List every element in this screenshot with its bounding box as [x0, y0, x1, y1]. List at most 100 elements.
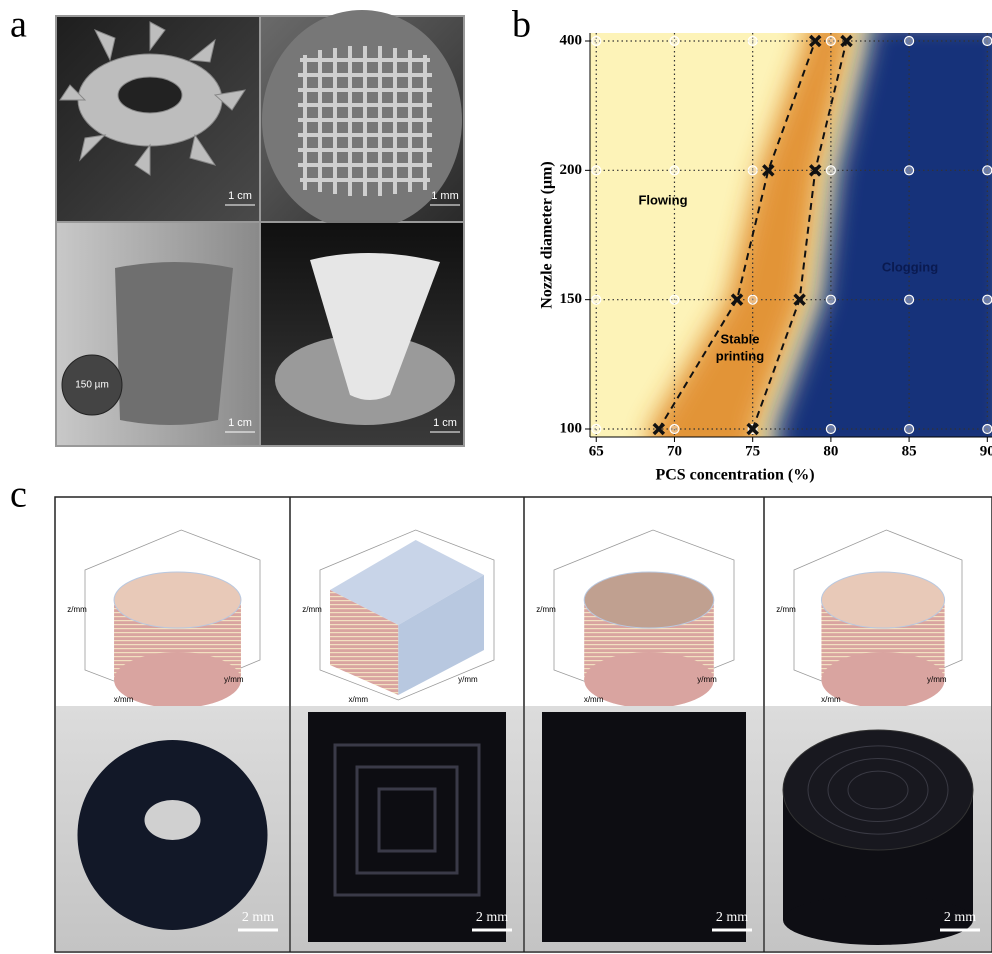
plot-axis-label: z/mm — [776, 605, 796, 614]
printed-ring — [807, 745, 949, 835]
sample-point — [747, 294, 758, 305]
printed-model — [330, 540, 484, 625]
plot-axis-label: x/mm — [821, 695, 841, 704]
plot-axis-label: z/mm — [536, 605, 556, 614]
sample-point — [591, 165, 602, 176]
plot-box — [793, 529, 963, 701]
sample-point — [669, 294, 680, 305]
plot-axis-label: x/mm — [348, 695, 368, 704]
stable-region — [648, 33, 851, 437]
plot-axis-label: z/mm — [67, 605, 87, 614]
sample-point — [982, 294, 992, 305]
phase-diagram — [590, 33, 992, 437]
panel-label: c — [10, 474, 27, 516]
plot-axis-label: x/mm — [114, 695, 134, 704]
sample-point — [903, 423, 915, 435]
sample-point — [669, 423, 680, 435]
boundary-marker — [793, 293, 806, 306]
x-tick-label: 90 — [980, 443, 992, 459]
printed-model — [820, 571, 946, 629]
plot-axis-label: x/mm — [584, 695, 604, 704]
printed-object-hole — [144, 800, 201, 840]
scale-bar-label: 2 mm — [716, 910, 748, 925]
printed-wall — [377, 787, 437, 853]
clogging-region — [774, 33, 992, 437]
scale-bar-label: 2 mm — [242, 910, 274, 925]
printed-model — [113, 571, 242, 629]
sample-point — [825, 423, 836, 435]
y-tick-label: 100 — [560, 420, 583, 436]
y-tick-label: 200 — [560, 162, 583, 178]
printed-object — [308, 712, 506, 942]
x-tick-label: 75 — [745, 443, 760, 459]
scale-bar-label: 2 mm — [476, 910, 508, 925]
plot-axis-label: y/mm — [458, 675, 478, 684]
panel-c: x/mm y/mm z/mm 2 mm x/mm y/mm z/mm 2 mm x/mm y/mm… — [54, 496, 992, 953]
sample-point — [825, 35, 836, 47]
printed-object — [782, 729, 974, 851]
sample-point — [825, 165, 836, 176]
sample-point — [669, 165, 680, 176]
x-tick-label: 80 — [823, 443, 838, 459]
inset-label: 150 µm — [75, 380, 109, 391]
printed-object — [542, 712, 746, 942]
printed-model — [398, 575, 484, 695]
sample-point — [982, 423, 992, 435]
boundary-marker — [730, 293, 744, 306]
x-tick-label: 65 — [589, 443, 604, 459]
region-label: printing — [716, 348, 764, 363]
sample-point — [591, 35, 602, 47]
scale-bar-label: 1 mm — [431, 190, 459, 202]
chart-overlay: 65 70 75 80 85 90 100 150 200 400 Flowing Stable pri… — [560, 32, 992, 459]
printed-object — [783, 895, 973, 945]
impeller-shape — [59, 21, 247, 176]
boundary-marker — [652, 422, 666, 436]
x-axis-label: PCS concentration (%) — [655, 467, 814, 484]
printed-model — [821, 652, 945, 708]
printed-ring — [827, 758, 929, 822]
printed-wall — [333, 743, 481, 897]
sample-point — [825, 294, 836, 305]
boundary-marker — [840, 34, 853, 48]
printed-model — [330, 590, 399, 695]
cup-shape — [115, 262, 233, 425]
scale-bar-label: 1 cm — [228, 417, 252, 429]
printed-wall — [355, 765, 459, 875]
region-label: Clogging — [882, 259, 938, 274]
region-label: Stable — [720, 331, 759, 346]
plot-box — [84, 529, 261, 701]
printed-model — [584, 652, 714, 708]
plot-box — [319, 529, 495, 701]
boundary-marker — [809, 34, 822, 48]
boundary-marker — [746, 422, 759, 436]
y-tick-label: 150 — [560, 291, 583, 307]
sample-point — [982, 165, 992, 176]
y-axis-label: Nozzle diameter (μm) — [539, 161, 556, 308]
lattice-shape — [298, 46, 432, 196]
scale-bar-label: 1 cm — [433, 417, 457, 429]
sample-point — [903, 35, 915, 47]
printed-model — [583, 571, 715, 629]
scale-bar-label: 2 mm — [944, 910, 976, 925]
sample-point — [747, 35, 758, 47]
plot-box — [553, 529, 735, 701]
printed-ring — [847, 770, 909, 810]
region-label: Flowing — [638, 192, 687, 207]
x-tick-label: 70 — [667, 443, 682, 459]
sample-point — [669, 35, 680, 47]
plot-axis-label: y/mm — [697, 675, 717, 684]
printed-model — [114, 652, 241, 708]
scale-bar-label: 1 cm — [228, 190, 252, 202]
sample-point — [591, 294, 602, 305]
panel-label: b — [512, 4, 531, 46]
x-tick-label: 85 — [902, 443, 917, 459]
sample-point — [982, 35, 992, 47]
plot-axis-label: y/mm — [224, 675, 244, 684]
vase-shape — [310, 252, 440, 400]
sample-point — [591, 423, 602, 435]
plot-axis-label: z/mm — [302, 605, 322, 614]
panel-label: a — [10, 4, 27, 46]
sample-point — [903, 165, 915, 176]
